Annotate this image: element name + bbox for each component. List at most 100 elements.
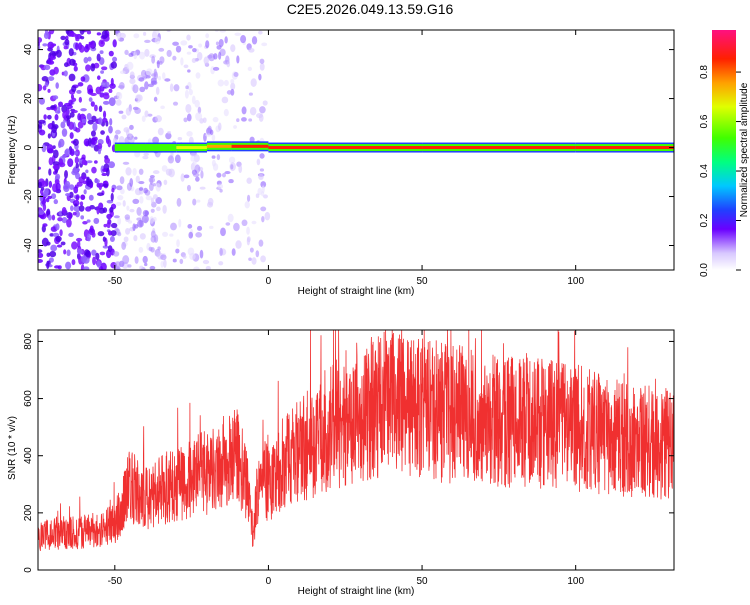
- spectrogram-noise-point: [261, 42, 268, 47]
- spectrogram-noise-point: [53, 149, 59, 159]
- spectrogram-noise-point: [195, 231, 202, 238]
- spectrogram-noise-point: [38, 210, 45, 215]
- spectrogram-noise-point: [185, 85, 189, 90]
- spectrogram-noise-point: [68, 48, 74, 57]
- spectrogram-noise-point: [144, 48, 150, 57]
- spectrogram-noise-point: [175, 45, 182, 53]
- spectrogram-noise-point: [163, 259, 167, 268]
- spectrogram-noise-point: [246, 236, 251, 243]
- spectrogram-noise-point: [139, 233, 146, 240]
- spectrogram-noise-point: [49, 250, 57, 258]
- spectrogram-noise-point: [97, 143, 103, 150]
- spectrogram-noise-point: [122, 200, 126, 207]
- spectrogram-noise-point: [177, 136, 183, 141]
- spectrogram-noise-point: [228, 178, 234, 184]
- spectrogram-noise-point: [76, 89, 82, 94]
- spectrogram-noise-point: [221, 96, 229, 104]
- spectrogram-noise-point: [183, 64, 189, 69]
- spectrogram-noise-point: [79, 44, 85, 53]
- spectrogram-y-axis-label: Frequency (Hz): [7, 116, 18, 185]
- spectrogram-noise-point: [167, 155, 175, 164]
- spectrogram-noise-point: [106, 167, 110, 177]
- spectrogram-noise-point: [172, 101, 179, 106]
- spectrogram-noise-point: [60, 35, 66, 41]
- spectrogram-noise-point: [103, 93, 110, 100]
- spectrogram-noise-point: [240, 35, 247, 44]
- spectrogram-noise-point: [69, 184, 75, 190]
- spectrogram-noise-point: [186, 184, 191, 192]
- spectrogram-noise-point: [226, 61, 231, 68]
- snr-point: [636, 440, 638, 442]
- spectrogram-noise-point: [119, 176, 125, 185]
- spectrogram-noise-point: [153, 96, 158, 102]
- spectrogram-noise-point: [55, 235, 62, 243]
- snr-point: [575, 426, 577, 428]
- spectrogram-noise-point: [68, 232, 74, 238]
- spectrogram-noise-point: [38, 181, 43, 189]
- spectrogram-noise-point: [179, 258, 184, 265]
- spectrogram-noise-point: [93, 136, 98, 142]
- spectrogram-noise-point: [83, 266, 90, 270]
- spectrogram-noise-point: [164, 78, 171, 82]
- spectrogram-noise-point: [174, 154, 181, 164]
- spectrogram-noise-point: [205, 133, 212, 137]
- spectrogram-noise-point: [255, 193, 260, 198]
- spectrogram-noise-point: [125, 227, 131, 235]
- spectrogram-noise-point: [147, 113, 153, 117]
- spectrogram-noise-point: [125, 167, 132, 176]
- spectrogram-noise-point: [134, 107, 141, 115]
- spectrogram-noise-point: [75, 194, 80, 201]
- spectrogram-noise-point: [69, 132, 74, 140]
- spectrogram-noise-point: [45, 197, 50, 203]
- spectrogram-noise-point: [109, 236, 115, 243]
- spectrogram-noise-point: [83, 56, 89, 64]
- spectrogram-noise-point: [81, 118, 87, 124]
- spectrogram-noise-point: [189, 252, 196, 261]
- spectrogram-noise-point: [117, 217, 122, 225]
- spectrogram-noise-point: [195, 112, 203, 121]
- spectrogram-noise-point: [94, 160, 98, 164]
- spectrogram-noise-point: [108, 88, 113, 93]
- spectrogram-ridge-core: [422, 146, 576, 150]
- 1-x-tick-label: 50: [416, 576, 428, 587]
- colorbar: [712, 30, 736, 270]
- 0-y-tick-label: 40: [23, 44, 34, 56]
- spectrogram-noise-point: [249, 247, 254, 253]
- spectrogram-noise-point: [166, 49, 172, 58]
- spectrogram-noise-point: [186, 34, 191, 41]
- spectrogram-noise-point: [41, 76, 49, 82]
- spectrogram-noise-point: [152, 30, 160, 35]
- spectrogram-noise-point: [69, 58, 76, 66]
- spectrogram-noise-point: [227, 213, 234, 223]
- spectrogram-noise-point: [61, 206, 67, 214]
- spectrogram-noise-point: [213, 53, 218, 60]
- spectrogram-noise-point: [108, 97, 116, 107]
- spectrogram-noise-point: [256, 158, 261, 166]
- spectrogram-noise-point: [259, 58, 265, 64]
- spectrogram-noise-point: [77, 113, 82, 121]
- spectrogram-noise-point: [41, 144, 47, 153]
- spectrogram-noise-point: [123, 236, 129, 243]
- spectrogram-noise-point: [86, 160, 93, 164]
- spectrogram-noise-point: [43, 32, 50, 40]
- spectrogram-noise-point: [109, 206, 114, 213]
- spectrogram-noise-point: [196, 51, 203, 61]
- 1-x-tick-label: 0: [266, 576, 272, 587]
- snr-point: [68, 532, 70, 534]
- spectrogram-noise-point: [50, 55, 54, 62]
- spectrogram-noise-point: [158, 47, 165, 52]
- spectrogram-noise-point: [96, 205, 100, 215]
- spectrogram-noise-point: [241, 106, 247, 115]
- spectrogram-noise-point: [219, 48, 226, 57]
- spectrogram-noise-point: [68, 99, 73, 106]
- spectrogram-noise-point: [77, 121, 84, 129]
- spectrogram-noise-point: [51, 193, 57, 200]
- spectrogram-noise-point: [106, 213, 113, 220]
- spectrogram-noise-point: [101, 66, 108, 71]
- spectrogram-noise-point: [231, 248, 236, 256]
- spectrogram-noise-point: [160, 105, 165, 110]
- spectrogram-noise-point: [142, 255, 148, 264]
- spectrogram-noise-point: [143, 187, 148, 194]
- spectrogram-noise-point: [188, 88, 193, 96]
- spectrogram-noise-point: [216, 45, 222, 50]
